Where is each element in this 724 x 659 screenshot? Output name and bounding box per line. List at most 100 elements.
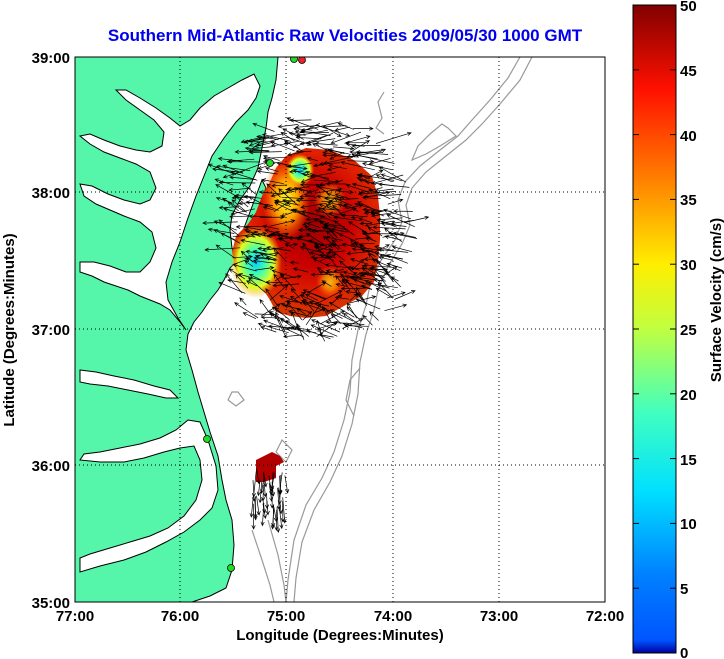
velocity-arrow (376, 259, 394, 283)
y-tick-label: 37:00 (32, 322, 70, 339)
velocity-arrow (299, 245, 324, 254)
velocity-arrow (299, 182, 326, 187)
velocity-arrow (364, 209, 381, 216)
velocity-arrow (292, 267, 308, 273)
plot-area (75, 57, 605, 602)
velocity-arrow (232, 263, 257, 272)
velocity-arrow (256, 481, 261, 497)
velocity-arrow (380, 173, 403, 182)
grid-lines (75, 57, 605, 602)
velocity-arrow (335, 282, 348, 287)
velocity-arrow (218, 205, 240, 210)
velocity-arrow (356, 292, 368, 306)
velocity-arrow (261, 133, 291, 142)
velocity-arrow (342, 318, 364, 329)
velocity-arrow (285, 242, 299, 247)
velocity-arrow (286, 165, 308, 171)
velocity-arrow (277, 124, 299, 129)
x-tick-label: 72:00 (586, 608, 624, 625)
velocity-arrow (330, 131, 362, 145)
y-tick-label: 36:00 (32, 458, 70, 475)
velocity-arrow (253, 230, 266, 237)
velocity-arrow (271, 505, 276, 528)
velocity-arrow (317, 185, 341, 192)
velocity-arrow (230, 171, 258, 181)
radar-stations (203, 57, 306, 572)
velocity-arrow (337, 203, 350, 210)
velocity-arrow (254, 312, 276, 317)
velocity-arrow (248, 139, 267, 147)
velocity-arrow (384, 303, 408, 312)
velocity-arrow (276, 506, 281, 534)
velocity-arrow (213, 220, 237, 231)
velocity-arrow (262, 224, 280, 230)
velocity-arrow (262, 154, 280, 161)
velocity-arrow (321, 226, 341, 235)
velocity-arrow (287, 236, 315, 243)
bays (78, 73, 261, 573)
velocity-arrow (358, 271, 374, 277)
velocity-arrow (263, 319, 281, 328)
velocity-arrow (309, 171, 336, 179)
velocity-arrow (278, 188, 299, 206)
velocity-arrow (318, 203, 334, 210)
velocity-arrow (328, 163, 347, 170)
velocity-arrow (333, 268, 345, 273)
velocity-arrow (325, 235, 343, 241)
velocity-arrow (362, 162, 393, 171)
velocity-arrow (358, 178, 373, 184)
velocity-arrow (265, 288, 278, 306)
velocity-arrow (294, 129, 329, 135)
x-tick-label: 76:00 (161, 608, 199, 625)
velocity-arrow (212, 167, 243, 173)
velocity-arrow (306, 222, 321, 229)
velocity-arrow (362, 169, 384, 182)
velocity-arrow (360, 248, 393, 258)
velocity-arrow (275, 311, 285, 332)
velocity-arrow (228, 187, 251, 192)
velocity-arrow (262, 503, 267, 520)
velocity-arrow (269, 219, 296, 227)
velocity-arrow (292, 208, 315, 215)
axes-frame (74, 56, 606, 603)
velocity-arrow (257, 322, 289, 334)
velocity-arrow (329, 309, 354, 322)
velocity-arrow (245, 280, 258, 287)
velocity-arrow (255, 255, 278, 261)
velocity-arrow (355, 286, 367, 305)
velocity-arrow (253, 258, 276, 264)
velocity-arrow (354, 202, 379, 211)
velocity-arrow (321, 199, 333, 204)
velocity-arrow (344, 135, 371, 144)
velocity-arrow (248, 150, 282, 155)
velocity-arrow (266, 230, 280, 237)
velocity-arrow (242, 312, 257, 320)
velocity-arrow (339, 260, 357, 275)
velocity-arrow (289, 295, 303, 305)
velocity-arrow (262, 156, 286, 161)
colorbar-tick-label: 30 (680, 257, 697, 274)
velocity-arrow (329, 148, 351, 155)
velocity-arrow (313, 218, 324, 225)
velocity-arrow (223, 207, 250, 217)
velocity-arrow (340, 160, 375, 171)
velocity-arrow (302, 302, 325, 312)
velocity-arrow (270, 142, 291, 148)
velocity-arrow (386, 291, 406, 299)
velocity-arrow (375, 131, 412, 144)
velocity-arrow (248, 277, 266, 293)
velocity-arrow (350, 215, 368, 220)
velocity-arrow (377, 281, 392, 297)
velocity-arrow (235, 224, 264, 229)
velocity-arrow (390, 276, 399, 282)
velocity-arrow (380, 220, 400, 227)
velocity-arrow (249, 495, 254, 518)
velocity-arrow (260, 315, 284, 320)
velocity-arrow (325, 230, 338, 242)
velocity-arrow (307, 189, 319, 194)
velocity-arrow (280, 302, 293, 308)
velocity-arrow (330, 313, 342, 325)
velocity-arrow (328, 211, 348, 216)
station-marker (227, 564, 235, 572)
velocity-arrow (229, 175, 256, 180)
